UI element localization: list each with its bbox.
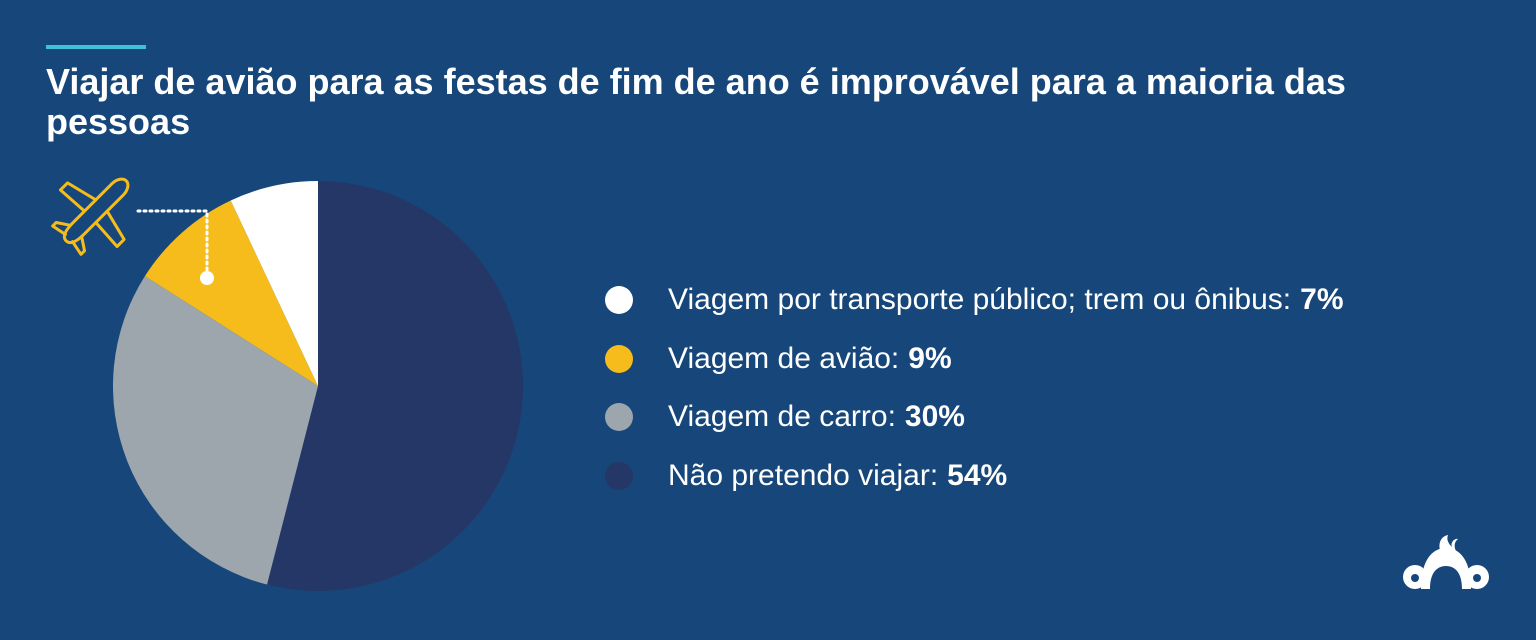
legend-label: Não pretendo viajar:	[668, 458, 939, 492]
legend-label: Viagem de carro:	[668, 400, 896, 433]
pie-slice-0	[267, 181, 523, 591]
legend-label: Viagem por transporte público; trem ou ô…	[668, 283, 1292, 316]
legend-item-no-travel: Não pretendo viajar: 54%	[605, 454, 1344, 498]
legend-swatch	[605, 286, 633, 314]
legend-swatch	[605, 344, 633, 373]
chart-title: Viajar de avião para as festas de fim de…	[46, 61, 1346, 142]
pie-slice-2	[144, 200, 318, 386]
pie-slice-3	[230, 181, 318, 386]
pie-slices	[113, 181, 523, 591]
airplane-callout-line	[136, 209, 214, 285]
legend-item-public-transport: Viagem por transporte público; trem ou ô…	[605, 278, 1344, 322]
title-accent-bar	[46, 45, 146, 49]
legend-value: 30%	[904, 400, 965, 433]
legend-label: Viagem de avião:	[668, 341, 900, 375]
pie-slice-1	[113, 276, 318, 585]
chart-legend: Viagem por transporte público; trem ou ô…	[605, 278, 1344, 512]
legend-item-plane: Viagem de avião: 9%	[605, 337, 1344, 381]
legend-value: 9%	[908, 341, 952, 375]
airplane-icon	[51, 177, 130, 256]
surveymonkey-logo-icon	[1403, 535, 1489, 589]
legend-item-car: Viagem de carro: 30%	[605, 395, 1344, 439]
legend-swatch	[605, 461, 633, 490]
legend-value: 54%	[947, 458, 1008, 492]
legend-swatch	[605, 403, 633, 431]
legend-value: 7%	[1300, 283, 1344, 316]
